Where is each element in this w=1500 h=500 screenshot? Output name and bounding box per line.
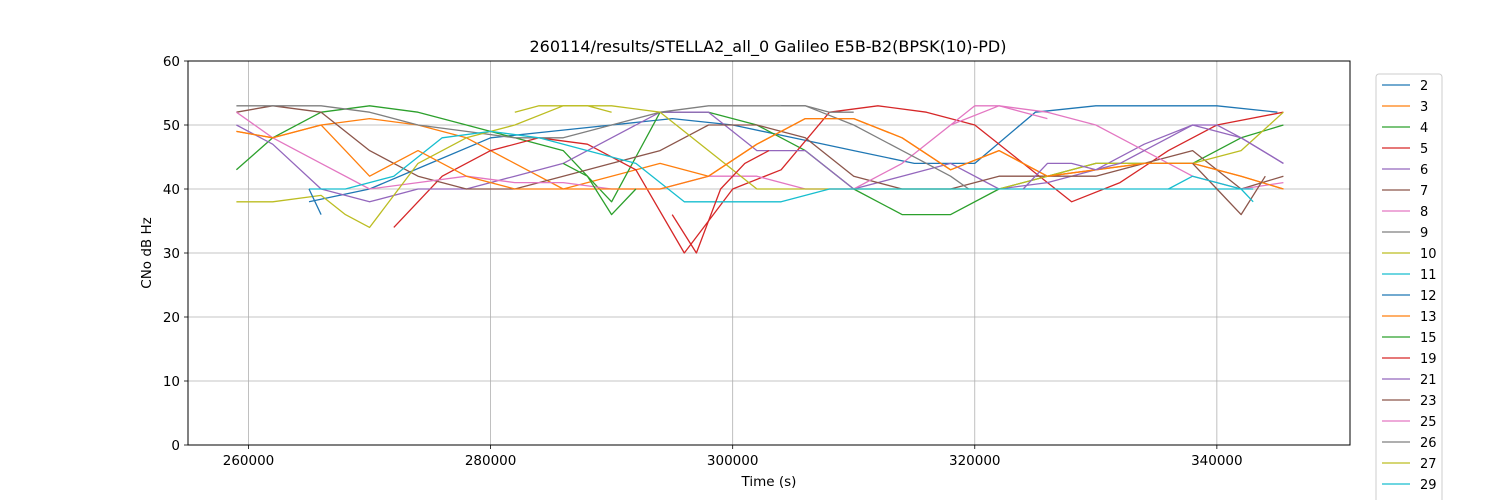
legend-entries: 2345678910111213151921232526272930 bbox=[1382, 79, 1437, 500]
legend-label-25: 25 bbox=[1420, 415, 1437, 430]
y-tick-label: 10 bbox=[163, 374, 180, 390]
legend-label-23: 23 bbox=[1420, 394, 1437, 409]
series-line-12 bbox=[308, 188, 322, 215]
series-line-11 bbox=[309, 130, 1254, 203]
legend: 2345678910111213151921232526272930 bbox=[1375, 73, 1443, 500]
legend-label-8: 8 bbox=[1420, 205, 1428, 220]
legend-label-3: 3 bbox=[1420, 100, 1428, 115]
legend-label-29: 29 bbox=[1420, 478, 1437, 493]
series-line-25 bbox=[950, 105, 1048, 126]
y-tick-label: 20 bbox=[163, 310, 180, 326]
legend-label-26: 26 bbox=[1420, 436, 1437, 451]
legend-label-4: 4 bbox=[1420, 121, 1428, 136]
series-line-26 bbox=[781, 105, 854, 113]
chart-title: 260114/results/STELLA2_all_0 Galileo E5B… bbox=[529, 37, 1006, 57]
series-line-9 bbox=[236, 105, 970, 190]
legend-label-19: 19 bbox=[1420, 352, 1437, 367]
legend-label-2: 2 bbox=[1420, 79, 1428, 94]
legend-label-15: 15 bbox=[1420, 331, 1437, 346]
series-line-15 bbox=[562, 162, 637, 216]
legend-label-21: 21 bbox=[1420, 373, 1437, 388]
legend-label-12: 12 bbox=[1420, 289, 1437, 304]
y-tick-label: 30 bbox=[163, 246, 180, 262]
legend-label-10: 10 bbox=[1420, 247, 1437, 262]
series-line-7 bbox=[236, 105, 1284, 190]
legend-label-13: 13 bbox=[1420, 310, 1437, 325]
legend-label-11: 11 bbox=[1420, 268, 1437, 283]
axis-ticks: 260000 280000 300000 320000 340000 0 10 20 30 40 5… bbox=[163, 54, 1243, 469]
x-tick-label: 280000 bbox=[465, 453, 517, 469]
series-line-2 bbox=[308, 105, 1278, 203]
y-tick-label: 40 bbox=[163, 182, 180, 198]
legend-label-5: 5 bbox=[1420, 142, 1428, 157]
y-axis-label: CNo dB Hz bbox=[139, 217, 155, 288]
series-line-13 bbox=[236, 117, 1284, 190]
y-tick-label: 60 bbox=[163, 54, 180, 70]
series-line-23 bbox=[1192, 162, 1266, 216]
series-lines bbox=[235, 105, 1284, 254]
series-line-19 bbox=[671, 150, 770, 254]
x-tick-label: 300000 bbox=[707, 453, 759, 469]
legend-label-6: 6 bbox=[1420, 163, 1428, 178]
x-tick-label: 320000 bbox=[949, 453, 1001, 469]
x-tick-label: 340000 bbox=[1191, 453, 1243, 469]
plot-area: 260000 280000 300000 320000 340000 0 10 20 30 40 5… bbox=[163, 54, 1351, 469]
x-axis-label: Time (s) bbox=[741, 474, 797, 490]
series-line-21 bbox=[1022, 124, 1284, 190]
series-line-10 bbox=[236, 105, 1284, 229]
series-line-29 bbox=[1168, 175, 1254, 203]
y-tick-label: 50 bbox=[163, 118, 180, 134]
x-tick-label: 260000 bbox=[223, 453, 275, 469]
legend-label-7: 7 bbox=[1420, 184, 1428, 199]
series-line-27 bbox=[514, 105, 612, 113]
series-line-6 bbox=[236, 111, 1284, 203]
legend-label-9: 9 bbox=[1420, 226, 1428, 241]
y-tick-label: 0 bbox=[171, 438, 180, 454]
legend-frame bbox=[1375, 73, 1443, 500]
legend-label-27: 27 bbox=[1420, 457, 1437, 472]
